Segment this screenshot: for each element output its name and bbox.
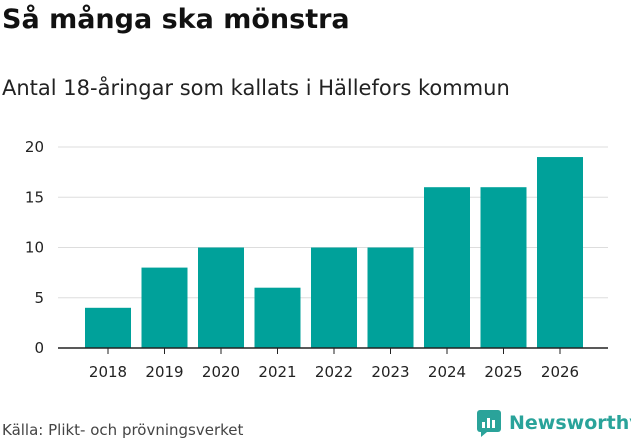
- bar-2018: [85, 307, 131, 348]
- x-tick-label: 2018: [89, 363, 127, 381]
- brand-logo: Newsworthy: [476, 409, 631, 437]
- newsworthy-logo-icon: [477, 410, 501, 437]
- bar-2026: [537, 157, 583, 348]
- y-tick-label: 15: [25, 188, 44, 206]
- bar-2021: [254, 287, 301, 348]
- x-tick-label: 2022: [315, 363, 353, 381]
- x-tick-label: 2019: [145, 363, 183, 381]
- chart-title: Så många ska mönstra: [2, 4, 350, 35]
- x-tick-label: 2023: [371, 363, 409, 381]
- source-note: Källa: Plikt- och prövningsverket: [2, 421, 244, 439]
- x-tick-label: 2020: [202, 363, 240, 381]
- chart-subtitle: Antal 18-åringar som kallats i Hällefors…: [2, 76, 510, 100]
- y-tick-label: 10: [25, 239, 44, 257]
- x-tick-label: 2026: [541, 363, 579, 381]
- x-tick-label: 2024: [428, 363, 466, 381]
- bar-2024: [424, 187, 470, 348]
- bar-2022: [311, 247, 357, 348]
- x-tick-labels: 2018 2019 2020 2021 2022 2023 2024 2025 2026: [89, 348, 579, 381]
- bar-2019: [141, 267, 188, 348]
- y-tick-label: 0: [34, 339, 44, 357]
- y-tick-label: 20: [25, 138, 44, 156]
- y-tick-labels: 0 5 10 15 20: [25, 138, 44, 357]
- bars: [85, 157, 583, 348]
- x-tick-label: 2025: [484, 363, 522, 381]
- brand-name: Newsworthy: [509, 412, 631, 434]
- bar-2025: [480, 187, 527, 348]
- x-tick-label: 2021: [258, 363, 296, 381]
- bar-2023: [367, 247, 414, 348]
- y-tick-label: 5: [34, 289, 44, 307]
- bar-2020: [198, 247, 244, 348]
